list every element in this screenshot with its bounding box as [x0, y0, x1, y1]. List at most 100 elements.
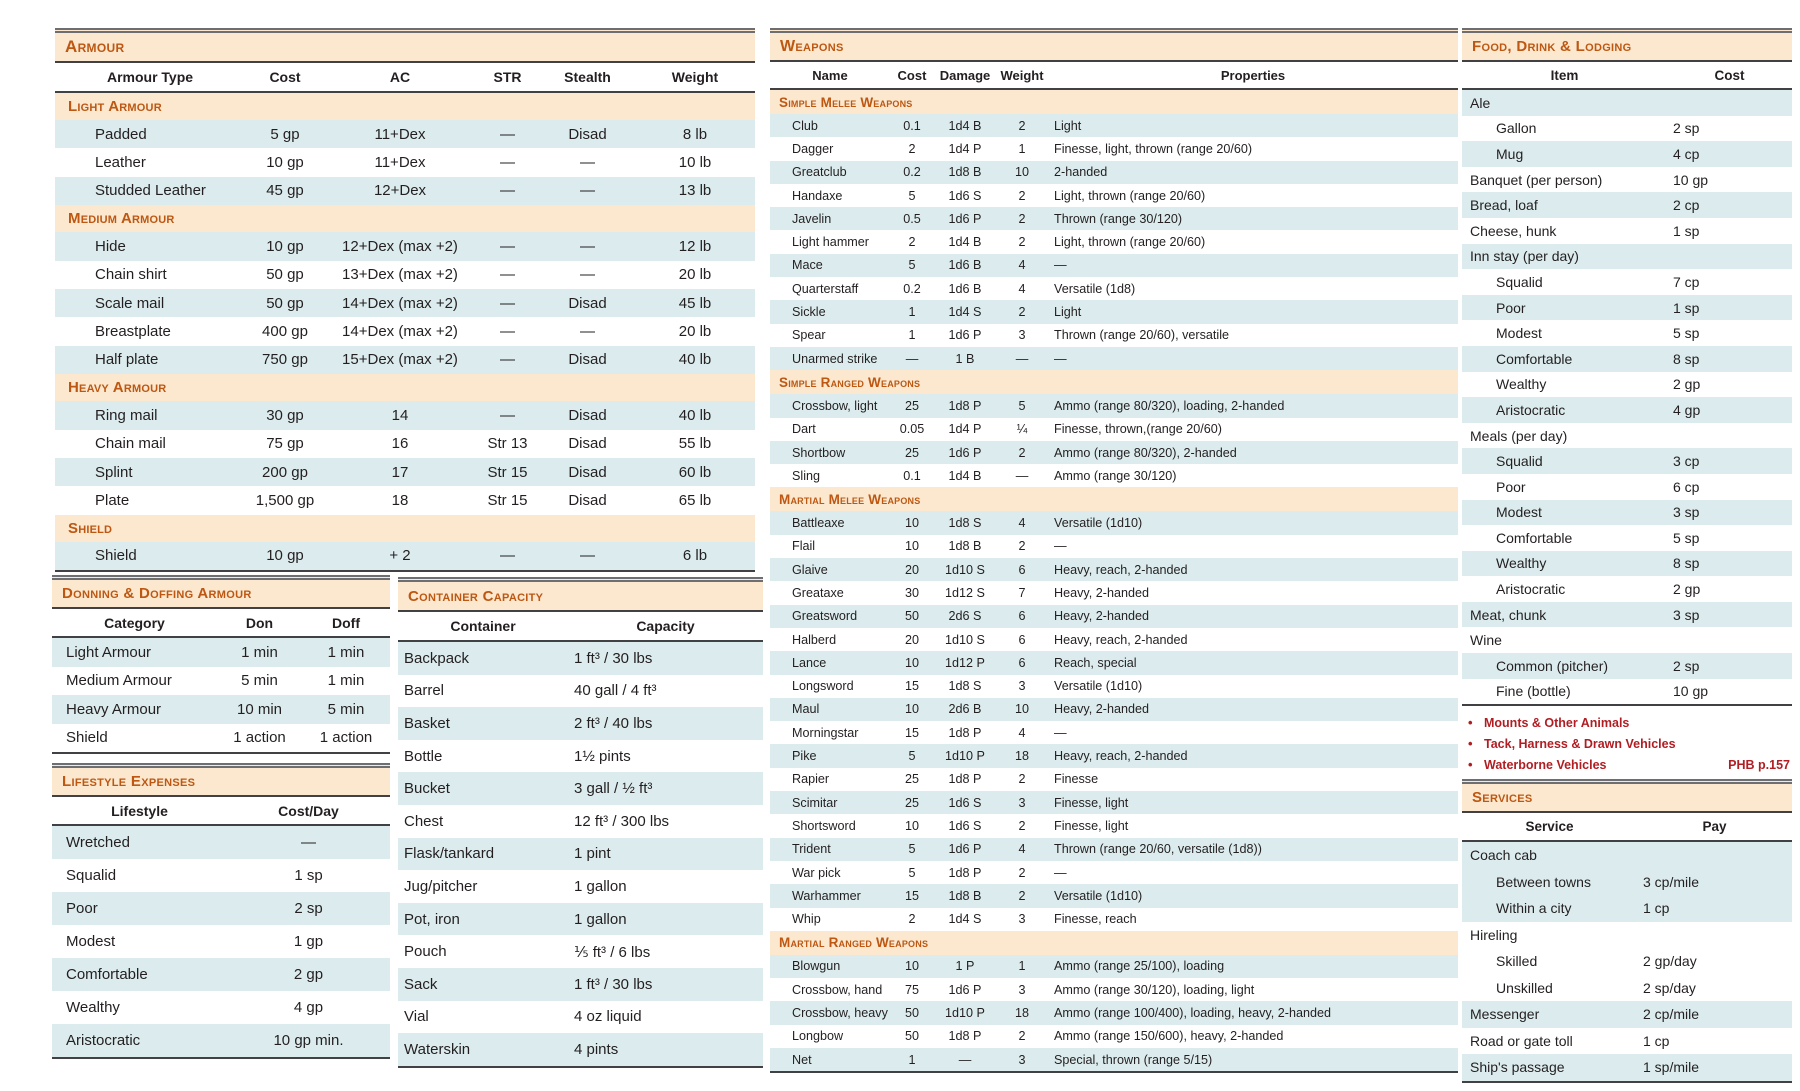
table-row: Shield 1 action 1 action	[52, 723, 390, 752]
cell: Shortbow	[792, 445, 846, 460]
cell: Messenger	[1470, 1006, 1540, 1023]
cell: 55 lb	[678, 435, 712, 453]
cell: Sack	[404, 975, 438, 993]
table-row: Padded 5 gp 11+Dex — Disad 8 lb	[55, 120, 755, 149]
table-row: Skilled 2 gp/day	[1462, 948, 1792, 975]
cell: Warhammer	[792, 888, 861, 903]
cell: Scimitar	[792, 795, 838, 810]
cell: Flail	[792, 539, 816, 554]
cell: Aristocratic	[1496, 401, 1566, 418]
cell: Ammo (range 150/600), heavy, 2-handed	[1054, 1029, 1284, 1044]
table-row: Banquet (per person) 10 gp	[1462, 166, 1792, 193]
cell: —	[500, 323, 515, 341]
cell: Spear	[792, 328, 826, 343]
cell: Versatile (1d8)	[1054, 281, 1136, 296]
table-row: Aristocratic 10 gp min.	[52, 1024, 390, 1057]
cell: Ammo (range 30/120)	[1054, 468, 1177, 483]
armour-table-title: Armour	[55, 28, 755, 63]
food-drink-lodging-table: Food, Drink & Lodging Item Cost Ale Gallon 2 …	[1462, 28, 1792, 707]
cell: Bottle	[404, 747, 443, 765]
cell: Str 15	[487, 491, 528, 509]
table-row: Crossbow, light 25 1d8 P 5 Ammo (range 80/32…	[770, 394, 1458, 418]
cell: 3 sp	[1673, 504, 1700, 521]
cell: 0.2	[903, 281, 921, 296]
table-row: Heavy Armour 10 min 5 min	[52, 695, 390, 724]
cell: 1 min	[327, 643, 365, 661]
table-row: Flask/tankard 1 pint	[398, 837, 763, 871]
table-row: Inn stay (per day)	[1462, 243, 1792, 270]
table-row: Flail 10 1d8 B 2 —	[770, 534, 1458, 559]
cell: 2	[1018, 865, 1026, 880]
table-row: Hide 10 gp 12+Dex (max +2) — — 12 lb	[55, 232, 755, 261]
cell: 4 pints	[574, 1040, 619, 1058]
cell: 2	[1018, 539, 1026, 554]
cell: 1d6 P	[948, 328, 982, 343]
cell: 4	[1018, 725, 1026, 740]
cell: 1d4 B	[948, 235, 982, 250]
cell: 2	[1018, 772, 1026, 787]
cell: Maul	[792, 702, 820, 717]
cell: Quarterstaff	[792, 281, 859, 296]
cell: Wealthy	[1496, 376, 1547, 393]
cell: 2	[1018, 188, 1026, 203]
cell: 10 gp	[1673, 683, 1709, 700]
table-row: Basket 2 ft³ / 40 lbs	[398, 707, 763, 740]
table-row: Chain shirt 50 gp 13+Dex (max +2) — — 20 lb	[55, 260, 755, 289]
cell: 5 min	[241, 672, 278, 690]
cell: 1d8 P	[948, 772, 982, 787]
column-header: Don	[245, 614, 274, 631]
cell: —	[1054, 539, 1067, 554]
cell: Ammo (range 80/320), loading, 2-handed	[1054, 398, 1285, 413]
table-row: Chain mail 75 gp 16 Str 13 Disad 55 lb	[55, 429, 755, 458]
table-row: Waterskin 4 pints	[398, 1033, 763, 1066]
donning-doffing-table: Donning & Doffing Armour Category Don Doff L…	[52, 575, 390, 754]
cell: Squalid	[1496, 273, 1543, 290]
table-row: Greataxe 30 1d12 S 7 Heavy, 2-handed	[770, 581, 1458, 605]
cell: 200 gp	[262, 463, 308, 481]
cell: Skilled	[1496, 953, 1538, 970]
cell: 2	[908, 141, 916, 156]
cell: Disad	[568, 351, 607, 369]
table-row: Unarmed strike — 1 B — —	[770, 346, 1458, 371]
bullet-icon: •	[1468, 757, 1473, 772]
cell: 1d10 P	[945, 749, 985, 764]
cell: 17	[391, 463, 409, 481]
cell: Heavy, 2-handed	[1054, 609, 1149, 624]
cell: 2 sp	[1673, 120, 1700, 137]
cell: 40 lb	[678, 351, 712, 369]
cell: 10	[1014, 702, 1029, 717]
cell: Scale mail	[95, 294, 165, 312]
cell: Finesse, reach	[1054, 912, 1137, 927]
cell: 2 gp	[293, 966, 324, 983]
table-row: Sack 1 ft³ / 30 lbs	[398, 967, 763, 1001]
table-row: Cheese, hunk 1 sp	[1462, 217, 1792, 244]
cell: 11+Dex	[374, 125, 426, 143]
cell: Studded Leather	[95, 182, 206, 200]
cell: 10 min	[236, 700, 283, 718]
table-row: Common (pitcher) 2 sp	[1462, 653, 1792, 679]
cell: 10	[904, 959, 919, 974]
cell: 6	[1018, 655, 1026, 670]
cell: 10 gp	[266, 154, 304, 172]
cell: Light	[1054, 305, 1082, 320]
table-row: Backpack 1 ft³ / 30 lbs	[398, 642, 763, 675]
cell: 1d8 S	[948, 516, 982, 531]
note-label: Mounts & Other Animals	[1484, 715, 1630, 730]
cell: 3	[1018, 795, 1026, 810]
cell: 10	[1014, 165, 1029, 180]
cell: —	[301, 834, 316, 851]
cell: Chest	[404, 812, 444, 830]
cell: 1d6 S	[948, 188, 982, 203]
cell: Pot, iron	[404, 910, 460, 928]
section-header: Simple Melee Weapons	[770, 90, 1458, 114]
container-table-title: Container Capacity	[398, 577, 763, 612]
cell: 1d6 B	[948, 281, 982, 296]
cell: Aristocratic	[66, 1032, 141, 1049]
cell: Versatile (1d10)	[1054, 679, 1143, 694]
cell: Modest	[66, 933, 116, 950]
table-row: Meals (per day)	[1462, 422, 1792, 449]
cell: 10	[904, 702, 919, 717]
cell: 1d6 P	[948, 211, 982, 226]
cell: 1d4 B	[948, 118, 982, 133]
cell: Unarmed strike	[792, 351, 878, 366]
